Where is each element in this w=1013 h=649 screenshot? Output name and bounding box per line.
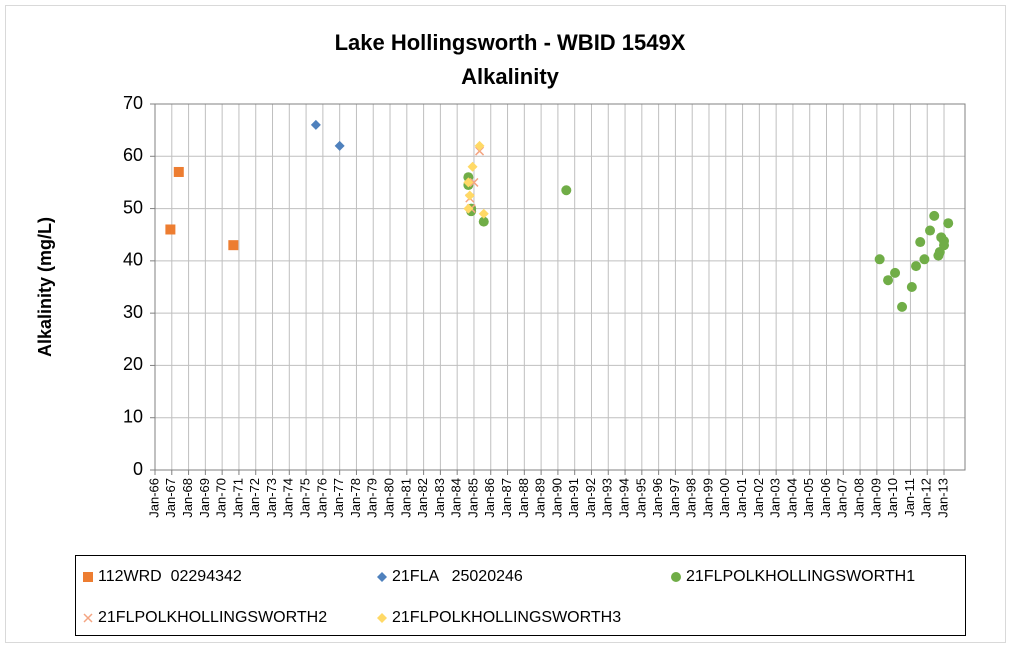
chart-subtitle: Alkalinity <box>461 64 560 89</box>
x-tick-label: Jan-82 <box>415 478 430 518</box>
marker <box>463 203 474 214</box>
x-tick-label: Jan-04 <box>784 478 799 518</box>
x-tick-label: Jan-13 <box>935 478 950 518</box>
x-tick-label: Jan-96 <box>650 478 665 518</box>
marker <box>911 261 922 272</box>
x-tick-label: Jan-88 <box>516 478 531 518</box>
x-tick-label: Jan-69 <box>197 478 212 518</box>
x-tick-label: Jan-92 <box>583 478 598 518</box>
x-tick-label: Jan-80 <box>381 478 396 518</box>
x-tick-label: Jan-74 <box>281 478 296 518</box>
x-tick-label: Jan-12 <box>919 478 934 518</box>
legend-marker <box>377 613 387 623</box>
marker <box>467 161 478 172</box>
legend-label: 21FLPOLKHOLLINGSWORTH1 <box>686 568 915 585</box>
marker <box>890 267 901 278</box>
legend-label: 21FLA 25020246 <box>392 568 523 585</box>
marker <box>943 218 954 229</box>
marker <box>561 185 572 196</box>
x-tick-label: Jan-71 <box>230 478 245 518</box>
y-tick-label: 40 <box>123 250 143 270</box>
marker <box>929 210 940 221</box>
x-tick-label: Jan-78 <box>348 478 363 518</box>
x-tick-label: Jan-81 <box>398 478 413 518</box>
x-tick-label: Jan-79 <box>365 478 380 518</box>
x-tick-label: Jan-98 <box>684 478 699 518</box>
x-tick-label: Jan-06 <box>818 478 833 518</box>
marker <box>939 240 950 251</box>
x-tick-label: Jan-72 <box>247 478 262 518</box>
x-tick-label: Jan-10 <box>885 478 900 518</box>
y-tick-label: 50 <box>123 197 143 217</box>
marker <box>897 301 908 312</box>
legend-label: 21FLPOLKHOLLINGSWORTH3 <box>392 609 621 626</box>
x-tick-label: Jan-87 <box>499 478 514 518</box>
marker <box>334 140 345 151</box>
x-tick-label: Jan-91 <box>566 478 581 518</box>
x-tick-label: Jan-66 <box>146 478 161 518</box>
x-tick-label: Jan-99 <box>700 478 715 518</box>
marker <box>919 254 930 265</box>
marker <box>925 225 936 236</box>
legend-label: 112WRD 02294342 <box>98 568 242 585</box>
marker <box>228 240 239 251</box>
x-tick-label: Jan-85 <box>465 478 480 518</box>
y-tick-label: 0 <box>133 459 143 479</box>
y-tick-label: 60 <box>123 145 143 165</box>
plot-frame <box>154 103 966 471</box>
y-axis-label: Alkalinity (mg/L) <box>35 217 55 357</box>
x-tick-label: Jan-67 <box>163 478 178 518</box>
x-tick-label: Jan-01 <box>734 478 749 518</box>
x-tick-label: Jan-86 <box>482 478 497 518</box>
x-tick-label: Jan-08 <box>852 478 867 518</box>
x-tick-label: Jan-76 <box>314 478 329 518</box>
marker <box>478 216 489 227</box>
x-tick-label: Jan-83 <box>432 478 447 518</box>
x-tick-label: Jan-93 <box>600 478 615 518</box>
legend-label: 21FLPOLKHOLLINGSWORTH2 <box>98 609 327 626</box>
x-tick-label: Jan-77 <box>331 478 346 518</box>
legend-box <box>75 555 966 636</box>
marker <box>173 166 184 177</box>
marker <box>474 140 485 151</box>
x-tick-label: Jan-95 <box>633 478 648 518</box>
y-tick-label: 10 <box>123 406 143 426</box>
marker <box>475 146 485 156</box>
x-tick-label: Jan-03 <box>768 478 783 518</box>
x-tick-label: Jan-07 <box>835 478 850 518</box>
y-tick-label: 30 <box>123 302 143 322</box>
x-tick-label: Jan-11 <box>902 478 917 517</box>
marker <box>469 177 479 187</box>
x-tick-label: Jan-02 <box>751 478 766 518</box>
x-tick-label: Jan-84 <box>449 478 464 518</box>
x-tick-label: Jan-70 <box>214 478 229 518</box>
marker <box>478 208 489 219</box>
x-tick-label: Jan-09 <box>868 478 883 518</box>
marker <box>165 224 176 235</box>
legend-marker <box>671 572 681 582</box>
marker <box>463 177 474 188</box>
x-tick-label: Jan-68 <box>180 478 195 518</box>
x-tick-label: Jan-05 <box>801 478 816 518</box>
x-tick-label: Jan-73 <box>264 478 279 518</box>
marker <box>906 282 917 292</box>
x-tick-label: Jan-97 <box>667 478 682 518</box>
marker <box>874 254 885 265</box>
x-tick-label: Jan-94 <box>616 478 631 518</box>
chart-title: Lake Hollingsworth - WBID 1549X <box>335 30 686 55</box>
legend-marker <box>83 613 93 623</box>
legend-marker <box>377 572 387 582</box>
x-tick-label: Jan-75 <box>298 478 313 518</box>
x-tick-label: Jan-90 <box>549 478 564 518</box>
y-tick-label: 70 <box>123 93 143 113</box>
x-tick-label: Jan-89 <box>533 478 548 518</box>
y-tick-label: 20 <box>123 354 143 374</box>
marker <box>883 275 894 286</box>
marker <box>464 190 475 201</box>
x-tick-label: Jan-00 <box>717 478 732 518</box>
marker <box>915 237 926 248</box>
marker <box>310 119 321 130</box>
legend-marker <box>83 572 93 582</box>
